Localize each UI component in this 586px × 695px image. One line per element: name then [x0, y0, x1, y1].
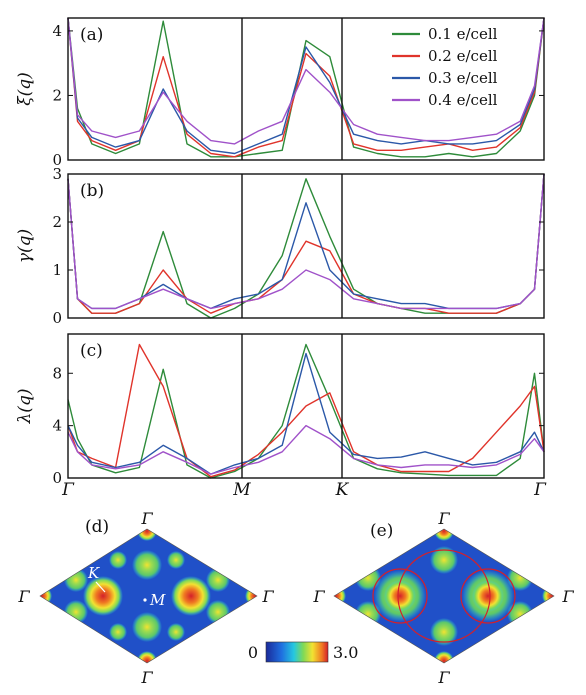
heatmap-d-m-dot — [143, 598, 147, 602]
y-tick-label: 3 — [52, 165, 62, 183]
legend: 0.1 e/cell 0.2 e/cell 0.3 e/cell 0.4 e/cell — [392, 25, 498, 109]
colorbar: 0 3.0 — [248, 641, 358, 663]
panel-label: (a) — [80, 25, 103, 45]
line-panels: 0 2 4 (a) ξ(q) 0 1 2 3 (b) γ(q) 0 4 8 (c) λ(q) — [15, 17, 545, 487]
y-axis-label: ξ(q) — [15, 72, 35, 106]
heatmap-d-gamma-left: Γ — [17, 587, 30, 606]
series-line-4 — [67, 17, 545, 145]
heatmap-d-gamma-top: Γ — [140, 509, 153, 528]
series-line-1 — [67, 17, 545, 158]
series-line-2 — [67, 173, 545, 314]
y-tick-label: 4 — [52, 22, 62, 40]
heatmap-d-background — [40, 529, 257, 663]
heatmap-d-border — [39, 528, 258, 664]
panel-0: 0 2 4 (a) ξ(q) — [15, 17, 545, 169]
heatmap-d: (d) Γ Γ Γ Γ K M — [17, 509, 274, 687]
heatmap-e-gamma-left: Γ — [312, 587, 325, 606]
heatmap-d-spots — [40, 529, 257, 663]
panel-1: 0 1 2 3 (b) γ(q) — [15, 165, 545, 327]
heatmap-e-gamma-bottom: Γ — [437, 668, 450, 687]
legend-label-1: 0.1 e/cell — [428, 25, 498, 43]
x-tick-gamma-right: Γ — [533, 480, 547, 500]
y-tick-label: 1 — [52, 261, 62, 279]
series-line-3 — [67, 17, 545, 155]
y-axis-label: γ(q) — [15, 229, 35, 263]
heatmap-e-rings — [372, 549, 516, 643]
plot-frame — [67, 173, 545, 319]
series-line-1 — [67, 173, 545, 319]
legend-label-2: 0.2 e/cell — [428, 47, 498, 65]
x-tick-gamma-left: Γ — [61, 480, 75, 500]
y-tick-label: 4 — [52, 417, 62, 435]
heatmap-d-gamma-right: Γ — [261, 587, 274, 606]
series-line-3 — [67, 352, 545, 475]
heatmap-e-border — [333, 528, 555, 664]
colorbar-min-label: 0 — [248, 643, 258, 662]
panel-2: 0 4 8 (c) λ(q) — [15, 333, 545, 487]
heatmap-d-m-label: M — [149, 591, 166, 609]
heatmap-d-label: (d) — [85, 517, 109, 537]
x-tick-m: M — [232, 480, 251, 500]
plot-frame — [67, 333, 545, 479]
panel-label: (c) — [80, 341, 103, 361]
y-tick-label: 2 — [52, 86, 62, 104]
heatmap-e-gamma-top: Γ — [437, 509, 450, 528]
y-tick-label: 0 — [52, 151, 62, 169]
colorbar-max-label: 3.0 — [333, 643, 358, 662]
series-line-4 — [67, 173, 545, 310]
legend-label-4: 0.4 e/cell — [428, 91, 498, 109]
series-line-2 — [67, 17, 545, 158]
series-line-2 — [67, 343, 545, 478]
x-tick-labels: Γ M K Γ — [61, 480, 547, 500]
y-axis-label: λ(q) — [15, 389, 35, 425]
colorbar-gradient — [265, 641, 329, 663]
y-tick-label: 8 — [52, 364, 62, 382]
heatmap-e-label: (e) — [370, 521, 393, 541]
y-tick-label: 0 — [52, 309, 62, 327]
heatmap-d-k-arrow — [95, 581, 106, 593]
y-tick-label: 0 — [52, 469, 62, 487]
panel-label: (b) — [80, 181, 104, 201]
x-tick-k: K — [335, 480, 350, 500]
heatmap-d-k-label: K — [87, 564, 100, 582]
series-line-4 — [67, 424, 545, 475]
heatmap-e-gamma-right: Γ — [561, 587, 574, 606]
legend-label-3: 0.3 e/cell — [428, 69, 498, 87]
plot-frame — [67, 17, 545, 161]
series-line-1 — [67, 343, 545, 479]
heatmap-d-gamma-bottom: Γ — [140, 668, 153, 687]
y-tick-label: 2 — [52, 213, 62, 231]
